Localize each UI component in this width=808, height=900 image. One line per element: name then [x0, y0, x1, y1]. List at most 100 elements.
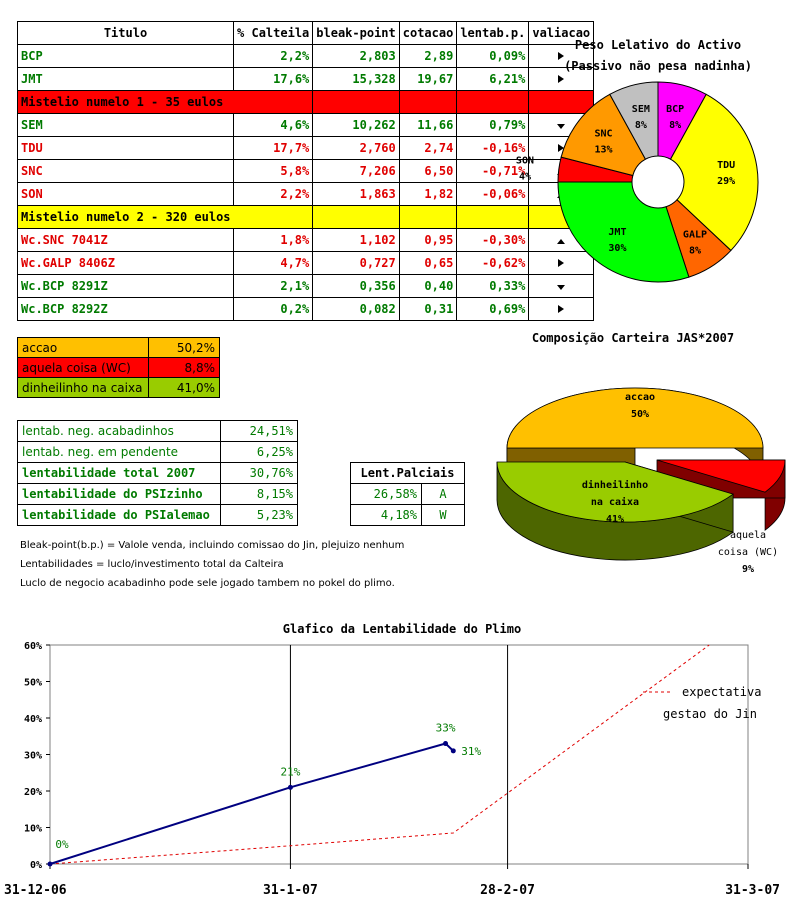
trend-cell	[528, 274, 595, 298]
composition-row: dinheilinho na caixa 41,0%	[17, 377, 220, 398]
pie1-label: TDU	[717, 160, 735, 171]
data-point	[47, 861, 53, 867]
pie1-pct: 8%	[689, 245, 701, 256]
expectativa-line	[49, 644, 710, 865]
pie1-pct: 8%	[669, 120, 681, 131]
stock-name: SON	[16, 182, 235, 206]
pie2-pct: 41%	[606, 514, 624, 525]
stock-name: JMT	[16, 67, 235, 91]
pie1-pct: 8%	[635, 120, 647, 131]
stock-name: Wc.GALP 8406Z	[16, 251, 235, 275]
lentabilidade-table: lentab. neg. acabadinhos 24,51% lentab. ne…	[17, 420, 298, 526]
pie2-slice	[506, 387, 764, 449]
stock-value: 1,863	[312, 182, 400, 206]
stock-value: 2,2%	[233, 182, 314, 206]
y-tick-label: 30%	[24, 751, 42, 762]
stock-value: 11,66	[398, 113, 458, 137]
y-tick-label: 0%	[30, 860, 42, 871]
stock-value: 6,50	[398, 159, 458, 183]
data-label: 21%	[280, 765, 300, 778]
stock-value: -0,16%	[456, 136, 530, 160]
stock-value: 0,727	[312, 251, 400, 275]
line-chart-lentabilidade: Glafico da Lentabilidade do Plimo 0% 10% 20…	[4, 622, 780, 898]
stock-value: 0,082	[312, 297, 400, 321]
pie2-slice	[496, 461, 734, 523]
pie2-title: Composição Carteira JAS*2007	[532, 331, 734, 345]
group-band-cell	[233, 90, 314, 114]
pie1-title: Peso Lelativo do Activo	[575, 38, 741, 52]
line-title: Glafico da Lentabilidade do Plimo	[283, 622, 521, 636]
trend-cell	[528, 297, 595, 321]
stock-name: Wc.BCP 8292Z	[16, 297, 235, 321]
column-header: lentab.p.	[456, 21, 530, 45]
pie1-slice-sem	[609, 81, 659, 160]
pie2-label: dinheilinho	[582, 479, 648, 491]
stock-value: 0,79%	[456, 113, 530, 137]
composition-value: 50,2%	[148, 337, 220, 358]
pie-chart-composicao: Composição Carteira JAS*2007 accao 50% dinh…	[496, 331, 786, 575]
stock-value: 1,102	[312, 228, 400, 252]
stock-value: 1,8%	[233, 228, 314, 252]
column-header: valiacao	[528, 21, 595, 45]
pie2-label: aquela	[730, 530, 766, 541]
stock-value: 4,6%	[233, 113, 314, 137]
lentabilidade-row: lentab. neg. acabadinhos 24,51%	[17, 420, 298, 442]
stock-name: Wc.BCP 8291Z	[16, 274, 235, 298]
y-tick-label: 60%	[24, 641, 42, 652]
trend-right-icon	[558, 52, 565, 60]
legend-expectativa-text: gestao do Jin	[663, 707, 757, 721]
pie2-label: coisa (WC)	[718, 547, 778, 558]
stock-value: 2,2%	[233, 44, 314, 68]
notes: Bleak-point(b.p.) = Valole venda, inclui…	[20, 536, 404, 593]
composition-value: 8,8%	[148, 357, 220, 378]
x-tick-label: 31-3-07	[725, 883, 780, 898]
lentabilidade-value: 6,25%	[220, 441, 298, 463]
stock-value: 0,09%	[456, 44, 530, 68]
x-tick-label: 31-12-06	[4, 883, 67, 898]
lentabilidade-label: lentabilidade total 2007	[17, 462, 221, 484]
stock-value: 0,356	[312, 274, 400, 298]
lentabilidade-label: lentab. neg. em pendente	[17, 441, 221, 463]
table-row: Wc.BCP 8292Z 0,2% 0,082 0,31 0,69%	[16, 297, 595, 321]
group-band-cell	[528, 90, 595, 114]
group-band-label: Mistelio numelo 1 - 35 eulos	[16, 90, 234, 114]
stock-name: SEM	[16, 113, 235, 137]
y-tick-label: 20%	[24, 787, 42, 798]
lentabilidade-line	[49, 742, 454, 865]
pie1-pct: 29%	[717, 176, 735, 187]
pie2-label: na caixa	[591, 496, 639, 508]
group-band-cell	[398, 205, 458, 229]
composition-table: accao 50,2% aquela coisa (WC) 8,8% dinheilin…	[17, 337, 220, 398]
stock-value: 2,1%	[233, 274, 314, 298]
stock-value: -0,62%	[456, 251, 530, 275]
trend-down-icon	[557, 124, 566, 129]
partial-row: 4,18% W	[350, 504, 465, 526]
lentabilidade-value: 5,23%	[220, 504, 298, 526]
column-header: % Calteila	[233, 21, 314, 45]
stock-value: 0,2%	[233, 297, 314, 321]
stock-value: -0,06%	[456, 182, 530, 206]
stock-value: 17,6%	[233, 67, 314, 91]
pie1-subtitle: (Passivo não pesa nadinha)	[564, 59, 752, 73]
data-point	[443, 741, 449, 747]
partial-tag: A	[421, 483, 465, 505]
group-band: Mistelio numelo 2 - 320 eulos	[16, 205, 595, 229]
trend-right-icon	[558, 75, 565, 83]
partial-value: 4,18%	[350, 504, 422, 526]
data-label: 33%	[436, 722, 456, 735]
stock-value: 0,40	[398, 274, 458, 298]
stock-name: Wc.SNC 7041Z	[16, 228, 235, 252]
x-tick-label: 31-1-07	[263, 883, 318, 898]
lentabilidade-label: lentabilidade do PSIalemao	[17, 504, 221, 526]
pie-chart-peso-lelativo: Peso Lelativo do Activo (Passivo não pesa…	[516, 38, 759, 283]
stock-value: 0,31	[398, 297, 458, 321]
lentabilidade-row: lentabilidade do PSIalemao 5,23%	[17, 504, 298, 526]
y-tick-label: 50%	[24, 678, 42, 689]
lentabilidade-value: 24,51%	[220, 420, 298, 442]
stock-value: 0,69%	[456, 297, 530, 321]
stock-value: 5,8%	[233, 159, 314, 183]
stock-value: 0,65	[398, 251, 458, 275]
data-point	[287, 784, 293, 790]
partial-tag: W	[421, 504, 465, 526]
pie1-label: BCP	[666, 104, 684, 115]
